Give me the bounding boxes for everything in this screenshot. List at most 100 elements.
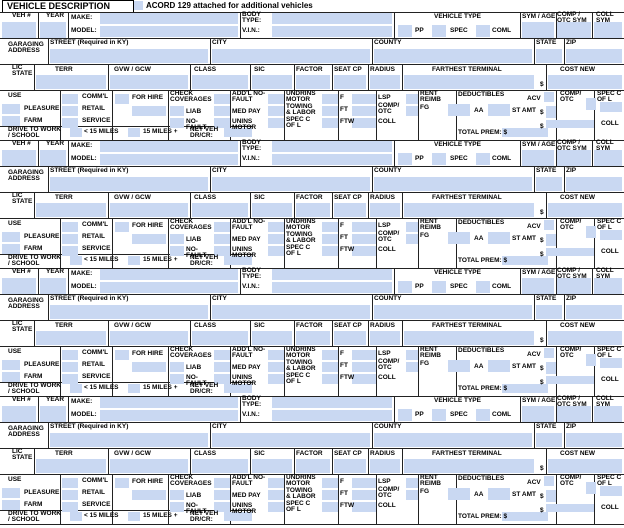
input-field[interactable] xyxy=(536,177,562,191)
input-field[interactable] xyxy=(352,234,376,244)
input-field[interactable] xyxy=(192,75,248,89)
input-field[interactable] xyxy=(2,232,20,242)
input-field[interactable] xyxy=(70,256,82,265)
input-field[interactable] xyxy=(546,490,556,502)
input-field[interactable] xyxy=(334,459,366,473)
input-field[interactable] xyxy=(448,104,470,116)
input-field[interactable] xyxy=(594,150,622,166)
input-field[interactable] xyxy=(40,278,66,294)
input-field[interactable] xyxy=(566,433,622,447)
input-field[interactable] xyxy=(100,154,238,165)
input-field[interactable] xyxy=(322,362,338,372)
input-field[interactable] xyxy=(586,482,596,494)
input-field[interactable] xyxy=(352,362,376,372)
input-field[interactable] xyxy=(352,222,376,232)
input-field[interactable] xyxy=(448,488,470,500)
input-field[interactable] xyxy=(502,128,548,137)
input-field[interactable] xyxy=(214,118,230,128)
input-field[interactable] xyxy=(62,246,78,256)
input-field[interactable] xyxy=(214,94,230,104)
input-field[interactable] xyxy=(40,150,66,166)
input-field[interactable] xyxy=(224,384,252,393)
input-field[interactable] xyxy=(352,478,376,488)
input-field[interactable] xyxy=(322,490,338,500)
input-field[interactable] xyxy=(352,106,376,116)
input-field[interactable] xyxy=(536,433,562,447)
input-field[interactable] xyxy=(352,502,376,512)
input-field[interactable] xyxy=(404,203,534,217)
input-field[interactable] xyxy=(132,106,166,116)
input-field[interactable] xyxy=(406,106,418,116)
input-field[interactable] xyxy=(192,331,248,345)
input-field[interactable] xyxy=(70,128,82,137)
input-field[interactable] xyxy=(370,75,400,89)
input-field[interactable] xyxy=(406,94,418,104)
input-field[interactable] xyxy=(352,350,376,360)
input-field[interactable] xyxy=(115,222,129,232)
input-field[interactable] xyxy=(62,350,78,360)
input-field[interactable] xyxy=(70,384,82,393)
input-field[interactable] xyxy=(322,502,338,512)
input-field[interactable] xyxy=(2,104,20,114)
input-field[interactable] xyxy=(566,49,622,63)
input-field[interactable] xyxy=(62,222,78,232)
input-field[interactable] xyxy=(36,331,106,345)
input-field[interactable] xyxy=(566,177,622,191)
input-field[interactable] xyxy=(546,504,594,512)
input-field[interactable] xyxy=(2,360,20,370)
input-field[interactable] xyxy=(170,106,184,116)
input-field[interactable] xyxy=(374,433,532,447)
input-field[interactable] xyxy=(398,25,412,37)
input-field[interactable] xyxy=(502,384,548,393)
input-field[interactable] xyxy=(546,248,594,256)
input-field[interactable] xyxy=(268,246,284,256)
input-field[interactable] xyxy=(214,234,230,244)
input-field[interactable] xyxy=(214,502,230,512)
input-field[interactable] xyxy=(536,305,562,319)
input-field[interactable] xyxy=(488,488,510,500)
input-field[interactable] xyxy=(110,75,188,89)
input-field[interactable] xyxy=(586,226,596,238)
input-field[interactable] xyxy=(488,360,510,372)
input-field[interactable] xyxy=(322,374,338,384)
input-field[interactable] xyxy=(62,362,78,372)
input-field[interactable] xyxy=(398,409,412,421)
input-field[interactable] xyxy=(36,75,106,89)
input-field[interactable] xyxy=(62,490,78,500)
input-field[interactable] xyxy=(2,22,36,38)
input-field[interactable] xyxy=(268,222,284,232)
input-field[interactable] xyxy=(566,305,622,319)
input-field[interactable] xyxy=(404,331,534,345)
input-field[interactable] xyxy=(406,478,418,488)
input-field[interactable] xyxy=(2,372,20,382)
input-field[interactable] xyxy=(2,406,36,422)
input-field[interactable] xyxy=(214,106,230,116)
input-field[interactable] xyxy=(322,94,338,104)
input-field[interactable] xyxy=(322,222,338,232)
input-field[interactable] xyxy=(352,118,376,128)
input-field[interactable] xyxy=(600,486,622,496)
input-field[interactable] xyxy=(352,490,376,500)
input-field[interactable] xyxy=(100,26,238,37)
input-field[interactable] xyxy=(374,177,532,191)
input-field[interactable] xyxy=(406,362,418,372)
input-field[interactable] xyxy=(272,269,392,280)
input-field[interactable] xyxy=(132,362,166,372)
input-field[interactable] xyxy=(476,153,490,165)
input-field[interactable] xyxy=(594,406,622,422)
input-field[interactable] xyxy=(62,478,78,488)
input-field[interactable] xyxy=(546,362,556,374)
input-field[interactable] xyxy=(170,234,184,244)
input-field[interactable] xyxy=(370,203,400,217)
input-field[interactable] xyxy=(557,406,591,422)
input-field[interactable] xyxy=(546,234,556,246)
input-field[interactable] xyxy=(352,94,376,104)
input-field[interactable] xyxy=(224,512,252,521)
input-field[interactable] xyxy=(536,49,562,63)
input-field[interactable] xyxy=(2,244,20,254)
input-field[interactable] xyxy=(36,203,106,217)
input-field[interactable] xyxy=(370,459,400,473)
input-field[interactable] xyxy=(224,256,252,265)
input-field[interactable] xyxy=(296,203,330,217)
input-field[interactable] xyxy=(2,150,36,166)
